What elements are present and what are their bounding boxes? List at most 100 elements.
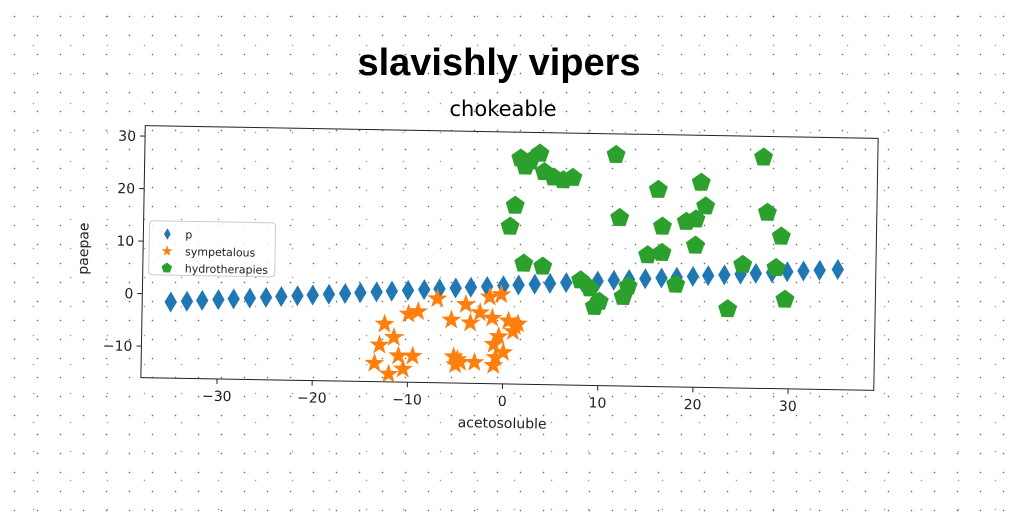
data-point <box>666 274 686 293</box>
data-point <box>479 286 500 306</box>
data-point <box>212 289 225 311</box>
data-point <box>275 286 288 308</box>
data-point <box>378 363 399 383</box>
data-point <box>364 352 385 372</box>
y-tick-label: 20 <box>117 181 135 197</box>
data-point <box>427 288 448 308</box>
data-point <box>831 259 844 281</box>
data-point <box>485 347 506 367</box>
data-point <box>766 257 786 277</box>
data-point <box>418 279 431 301</box>
data-point <box>610 207 630 227</box>
data-point <box>374 313 395 333</box>
legend-swatch <box>163 228 171 240</box>
data-point <box>388 345 409 365</box>
data-point <box>813 259 826 281</box>
data-point <box>691 172 711 191</box>
y-tick-label: 30 <box>118 129 136 145</box>
chart-title: slavishly vipers <box>357 42 640 84</box>
data-point <box>718 299 738 318</box>
data-point <box>618 276 638 295</box>
data-point <box>563 167 583 186</box>
data-point <box>180 290 194 312</box>
data-point <box>652 242 672 261</box>
data-point <box>398 303 419 323</box>
data-point <box>392 358 413 378</box>
data-point <box>460 312 481 332</box>
data-point <box>638 245 658 264</box>
data-point <box>369 334 390 354</box>
data-point <box>733 254 753 273</box>
x-tick-label: 10 <box>588 395 606 411</box>
series-star <box>364 284 528 383</box>
data-point <box>354 282 367 304</box>
legend: p sympetalous hydrotherapies <box>148 220 277 278</box>
data-point <box>464 276 478 298</box>
data-point <box>402 345 423 365</box>
data-point <box>383 326 404 346</box>
data-point <box>259 286 273 308</box>
x-axis: −30 −20 −10 0 10 20 30 <box>202 378 797 415</box>
data-point <box>505 315 526 335</box>
data-point <box>686 209 706 228</box>
data-point <box>781 261 794 283</box>
plot-frame <box>140 125 879 391</box>
data-point <box>488 326 509 346</box>
data-point <box>696 196 716 215</box>
x-tick-label: 20 <box>684 397 702 413</box>
chart-subtitle: chokeable <box>450 97 557 121</box>
data-point <box>530 143 550 162</box>
data-point <box>607 269 621 291</box>
data-point <box>652 216 672 235</box>
data-point <box>470 302 491 322</box>
data-point <box>512 274 525 296</box>
x-tick-label: −30 <box>202 389 232 406</box>
legend-box <box>148 220 277 278</box>
legend-swatch <box>161 262 173 273</box>
data-point <box>560 272 573 294</box>
data-point <box>507 313 528 333</box>
data-point <box>701 265 715 287</box>
data-point <box>480 275 494 297</box>
data-point <box>370 281 383 303</box>
data-point <box>491 284 512 304</box>
x-axis-label: acetosoluble <box>458 415 547 433</box>
series-pentagon <box>500 143 795 318</box>
data-point <box>464 351 485 372</box>
data-point <box>797 260 810 282</box>
data-point <box>757 202 777 221</box>
data-point <box>648 179 668 198</box>
data-point <box>686 265 700 287</box>
data-point <box>243 287 257 309</box>
data-point <box>606 144 626 164</box>
legend-swatch <box>161 245 173 256</box>
data-point <box>639 268 652 290</box>
y-tick-label: −10 <box>103 338 133 355</box>
x-tick-label: −20 <box>297 390 327 407</box>
data-marks <box>164 143 844 383</box>
data-point <box>449 277 462 299</box>
y-axis: −10 0 10 20 30 <box>103 129 146 355</box>
data-point <box>408 301 429 321</box>
data-point <box>505 195 525 214</box>
data-point <box>227 288 240 310</box>
data-point <box>441 309 462 329</box>
x-tick-label: 0 <box>498 394 507 410</box>
data-point <box>447 348 468 369</box>
data-point <box>514 253 534 272</box>
legend-label: sympetalous <box>185 245 256 259</box>
data-point <box>589 291 609 310</box>
data-point <box>196 289 209 311</box>
y-axis-label: paepae <box>76 222 93 274</box>
data-point <box>322 283 336 305</box>
data-point <box>385 280 399 302</box>
data-point <box>291 285 304 307</box>
data-point <box>533 256 553 275</box>
legend-label: hydrotherapies <box>185 262 269 276</box>
y-tick-label: 10 <box>116 234 134 250</box>
data-point <box>498 310 519 330</box>
data-point <box>754 147 774 166</box>
data-point <box>543 272 557 294</box>
data-point <box>493 341 514 362</box>
